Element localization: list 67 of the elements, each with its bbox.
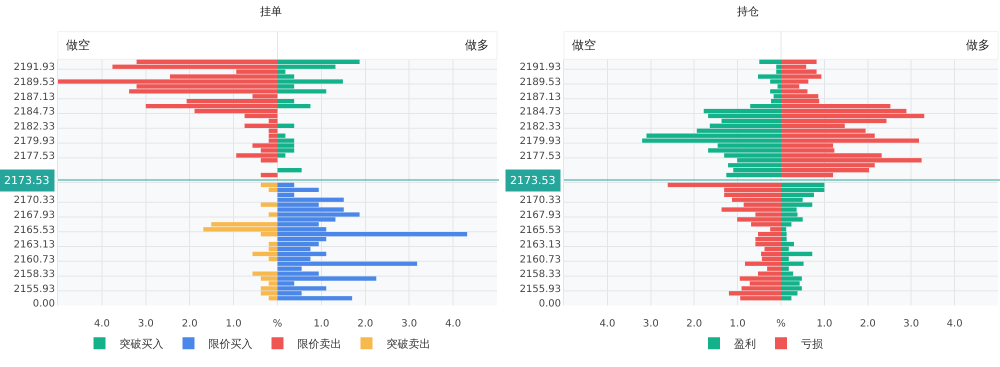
y-tick-label: 2155.93 xyxy=(14,284,55,295)
y-tick-label: 2189.53 xyxy=(14,77,55,88)
y-tick-label: 2160.73 xyxy=(14,254,55,266)
y-tick-label: 2184.73 xyxy=(14,106,55,118)
y-tick-label: 2165.53 xyxy=(14,224,55,236)
x-tick-label: 1.0 xyxy=(226,318,242,330)
x-tick-label: 2.0 xyxy=(182,318,198,330)
y-tick-label: 0.00 xyxy=(538,298,561,310)
y-tick-label: 2163.13 xyxy=(14,240,55,251)
x-tick-label: % xyxy=(272,318,282,330)
x-tick-label: 4.0 xyxy=(445,318,462,330)
x-tick-label: 2.0 xyxy=(686,318,702,330)
y-tick-label: 2167.93 xyxy=(520,210,561,222)
y-tick-label: 2158.33 xyxy=(14,269,55,280)
text: 做空 xyxy=(66,38,90,52)
x-tick-label: 3.0 xyxy=(642,318,659,330)
x-tick-label: 1.0 xyxy=(730,318,746,330)
y-tick-label: 2155.93 xyxy=(520,284,561,295)
bar xyxy=(260,202,278,207)
legend-label: 突破卖出 xyxy=(386,338,430,351)
y-tick-label: 2184.73 xyxy=(520,106,561,118)
y-tick-label: 2177.53 xyxy=(14,150,55,162)
legend-label: 盈利 xyxy=(734,338,756,351)
y-tick-label: 2191.93 xyxy=(520,62,561,74)
x-tick-label: 4.0 xyxy=(946,318,963,330)
y-tick-label: 0.00 xyxy=(32,298,55,310)
y-tick-label: 2182.33 xyxy=(520,121,561,132)
legend-label: 限价买入 xyxy=(208,338,252,351)
x-tick-label: 2.0 xyxy=(357,318,374,330)
y-tick-label: 2179.93 xyxy=(520,136,561,148)
y-tick-label: 2173.53 xyxy=(4,174,50,187)
y-tick-label: 2170.33 xyxy=(14,195,55,206)
y-tick-label: 2158.33 xyxy=(520,269,561,280)
y-tick-label: 2160.73 xyxy=(520,254,561,266)
y-tick-label: 2177.53 xyxy=(520,150,561,162)
bar xyxy=(260,172,278,178)
y-tick-label: 2163.13 xyxy=(520,240,561,251)
bar xyxy=(278,168,302,172)
bar xyxy=(278,124,294,128)
x-tick-label: 3.0 xyxy=(401,318,418,330)
legend-label: 限价卖出 xyxy=(298,338,342,351)
text: 做多 xyxy=(966,38,990,52)
x-tick-label: 3.0 xyxy=(138,318,154,330)
y-tick-label: 2170.33 xyxy=(520,195,561,206)
legend-label: 突破买入 xyxy=(120,338,164,351)
y-tick-label: 2173.53 xyxy=(510,174,556,187)
x-tick-label: % xyxy=(776,318,786,330)
y-tick-label: 2165.53 xyxy=(520,224,561,236)
x-tick-label: 1.0 xyxy=(313,318,330,330)
x-tick-label: 3.0 xyxy=(903,318,920,330)
x-tick-label: 4.0 xyxy=(599,318,616,330)
chart-title: 挂单 xyxy=(260,5,282,18)
y-tick-label: 2187.13 xyxy=(14,92,55,103)
text: 做多 xyxy=(465,38,489,52)
y-tick-label: 2167.93 xyxy=(14,210,55,222)
y-tick-label: 2187.13 xyxy=(520,92,561,103)
y-tick-label: 2179.93 xyxy=(14,136,55,148)
y-tick-label: 2191.93 xyxy=(14,62,55,74)
legend-label: 亏损 xyxy=(801,338,823,351)
x-tick-label: 4.0 xyxy=(94,318,110,330)
x-tick-label: 2.0 xyxy=(860,318,876,330)
bar xyxy=(268,212,278,217)
y-tick-label: 2182.33 xyxy=(14,121,55,132)
y-tick-label: 2189.53 xyxy=(520,77,561,88)
text: 做空 xyxy=(572,38,596,52)
x-tick-label: 1.0 xyxy=(816,318,832,330)
chart-title: 持仓 xyxy=(737,5,759,18)
